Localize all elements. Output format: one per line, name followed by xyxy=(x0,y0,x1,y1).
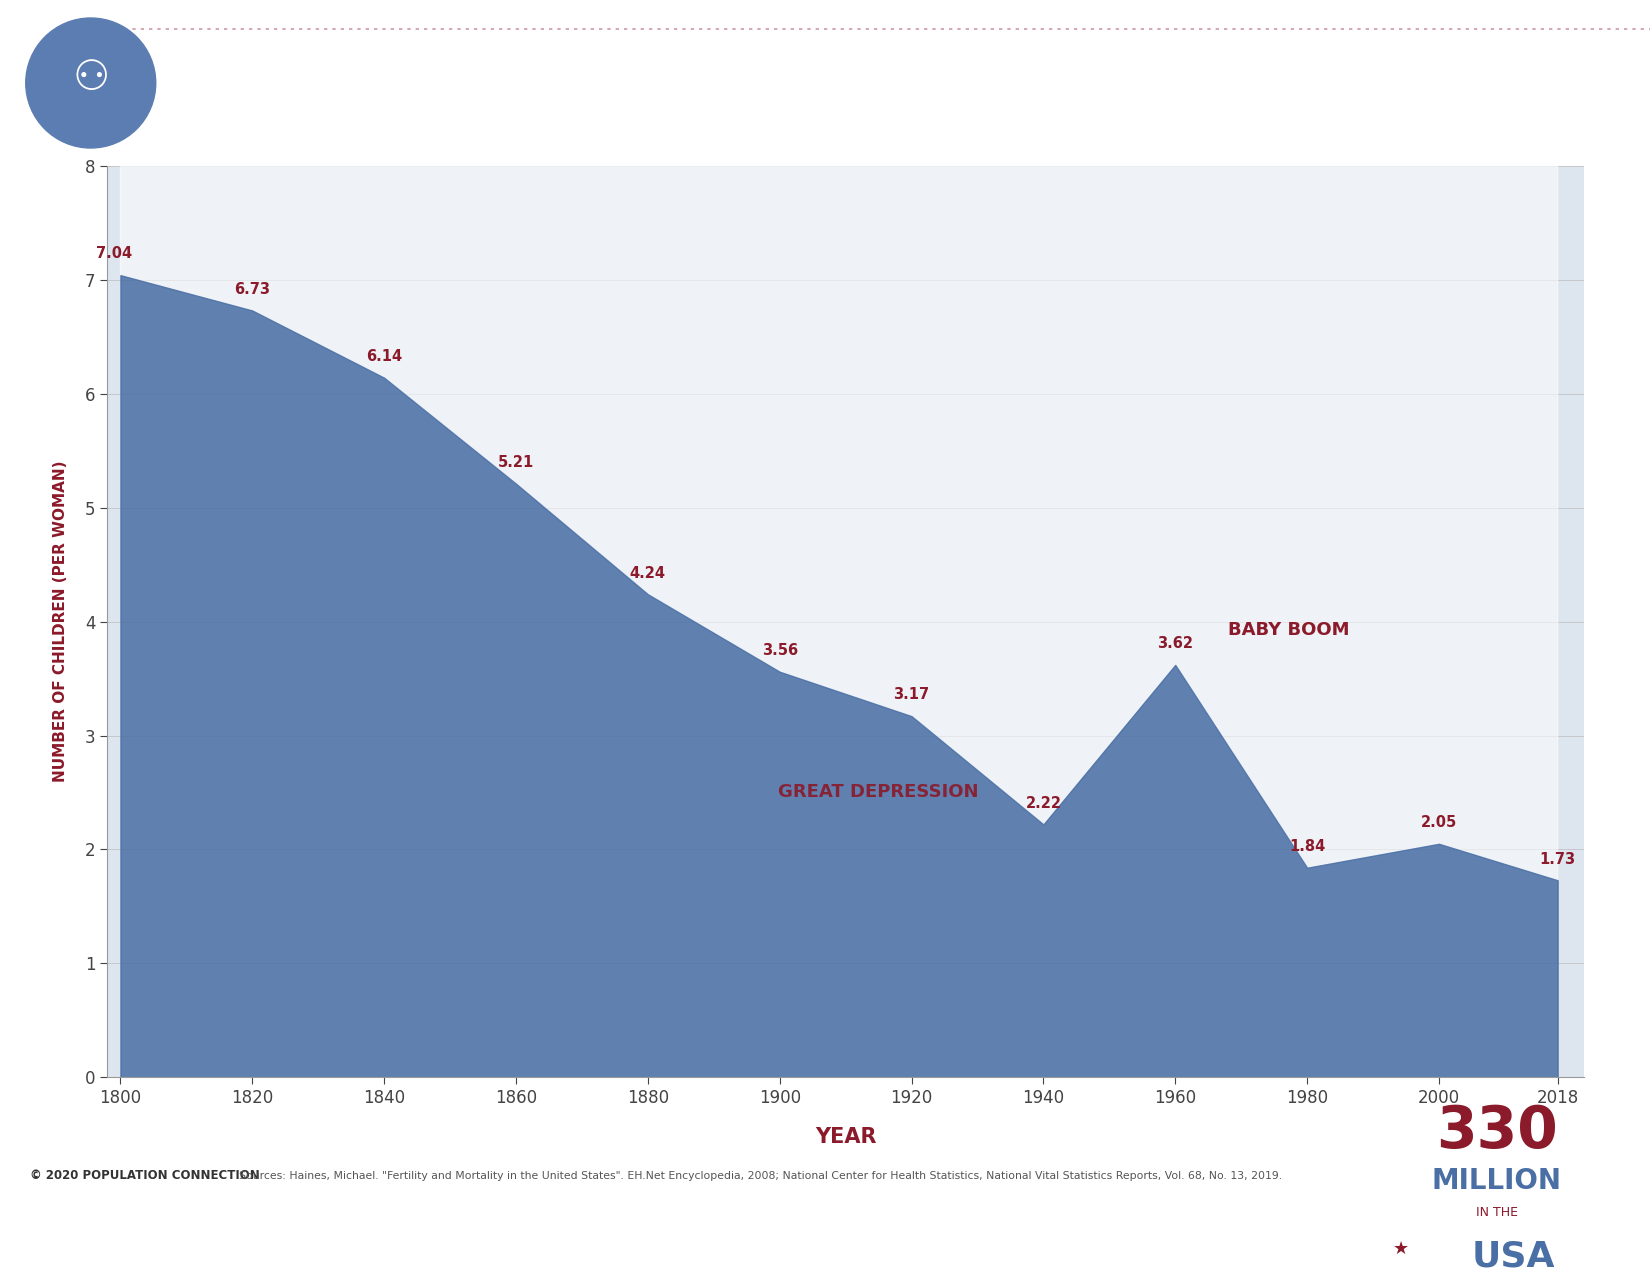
Text: MILLION: MILLION xyxy=(1432,1167,1563,1195)
Ellipse shape xyxy=(26,18,155,148)
Text: 6.73: 6.73 xyxy=(234,282,271,297)
Text: IN THE: IN THE xyxy=(1477,1206,1518,1219)
Text: USA: USA xyxy=(1472,1239,1554,1274)
Text: GREAT DEPRESSION: GREAT DEPRESSION xyxy=(779,784,978,802)
Text: BABY BOOM: BABY BOOM xyxy=(1228,621,1350,639)
Text: 2.22: 2.22 xyxy=(1025,796,1061,811)
Text: 3.56: 3.56 xyxy=(762,643,797,658)
Text: Sources: Haines, Michael. "Fertility and Mortality in the United States". EH.Net: Sources: Haines, Michael. "Fertility and… xyxy=(239,1170,1282,1181)
Text: 2.05: 2.05 xyxy=(1421,815,1457,830)
Text: 5.21: 5.21 xyxy=(498,455,535,470)
Text: ★: ★ xyxy=(1393,1239,1409,1258)
Polygon shape xyxy=(120,166,1558,880)
Text: 3.17: 3.17 xyxy=(894,687,929,703)
Text: 4.24: 4.24 xyxy=(630,566,667,580)
Y-axis label: NUMBER OF CHILDREN (PER WOMAN): NUMBER OF CHILDREN (PER WOMAN) xyxy=(53,460,68,783)
Text: Average Number of Children Per U.S. Family: Average Number of Children Per U.S. Fami… xyxy=(140,64,1109,102)
Text: (Historic): (Historic) xyxy=(1127,64,1317,102)
Text: 330: 330 xyxy=(1436,1103,1558,1160)
Text: 6.14: 6.14 xyxy=(366,349,403,365)
Text: 1.73: 1.73 xyxy=(1539,852,1576,867)
Text: 1.84: 1.84 xyxy=(1289,839,1325,854)
Text: 7.04: 7.04 xyxy=(96,246,132,261)
X-axis label: YEAR: YEAR xyxy=(815,1127,876,1146)
Text: © 2020 POPULATION CONNECTION: © 2020 POPULATION CONNECTION xyxy=(30,1169,259,1182)
Text: ⚇: ⚇ xyxy=(73,56,109,98)
Text: 3.62: 3.62 xyxy=(1157,636,1193,652)
